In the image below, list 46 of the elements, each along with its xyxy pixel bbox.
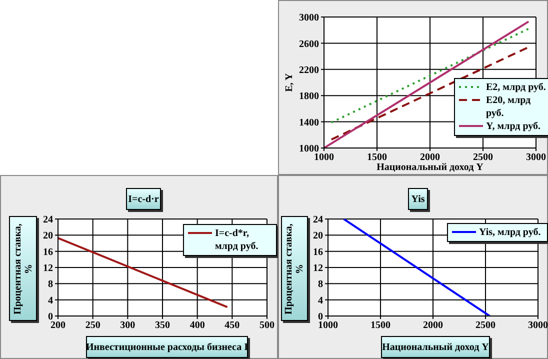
x-axis-title: Инвестиционные расходы бизнеса I — [86, 342, 248, 352]
x-tick-label: 1500 — [370, 320, 390, 332]
y-tick-label: 4 — [318, 295, 323, 306]
y-tick-label: 1800 — [299, 91, 319, 102]
y-tick-label: 4 — [48, 295, 53, 306]
y-tick-label: 24 — [43, 214, 53, 226]
y-tick-label: 24 — [313, 214, 323, 226]
y-axis-title: Процентная ставка, % — [12, 217, 34, 320]
y-tick-label: 8 — [48, 279, 53, 290]
x-axis-title: Национальный доход Y — [376, 162, 484, 172]
y-axis-title: Процентная ставка, % — [284, 217, 306, 320]
x-tick-label: 2000 — [423, 320, 443, 332]
x-axis-title: Национальный доход Y — [382, 342, 489, 352]
legend-label: E20, млрд руб. — [486, 94, 532, 120]
x-tick-label: 450 — [224, 320, 240, 332]
x-tick-label: 2500 — [473, 152, 493, 164]
x-tick-label: 500 — [260, 320, 274, 332]
y-tick-label: 2600 — [299, 38, 319, 50]
y-tick-label: 1400 — [299, 117, 319, 128]
x-tick-label: 2500 — [476, 320, 496, 332]
legend-label: Yis, млрд руб. — [479, 226, 541, 239]
chart-title: I=c-d·r — [128, 194, 159, 204]
x-tick-label: 3000 — [526, 152, 546, 164]
x-tick-label: 250 — [85, 320, 100, 332]
y-tick-label: 12 — [313, 263, 323, 274]
x-tick-label: 200 — [50, 320, 66, 332]
y-tick-label: 16 — [43, 246, 53, 258]
y-tick-label: 3000 — [299, 12, 319, 24]
x-tick-label: 1500 — [367, 152, 387, 164]
legend-label: Y, млрд руб. — [486, 120, 541, 133]
legend-label: I=c-d*r, млрд руб. — [215, 227, 260, 253]
chart-title: Yis — [411, 194, 425, 204]
y-tick-label: 12 — [43, 263, 53, 274]
y-tick-label: 16 — [313, 246, 323, 258]
x-tick-label: 3000 — [528, 320, 548, 332]
y-tick-label: 2200 — [299, 64, 319, 76]
y-tick-label: 20 — [43, 230, 53, 242]
x-tick-label: 300 — [120, 320, 136, 332]
y-tick-label: 20 — [313, 230, 323, 242]
x-tick-label: 2000 — [420, 152, 440, 164]
y-tick-label: 0 — [48, 312, 53, 323]
legend-label: E2, млрд руб. — [486, 81, 546, 94]
y-axis-title: E, Y — [284, 72, 294, 94]
x-tick-label: 400 — [190, 320, 205, 332]
x-tick-label: 350 — [155, 320, 170, 332]
y-tick-label: 8 — [318, 279, 323, 290]
